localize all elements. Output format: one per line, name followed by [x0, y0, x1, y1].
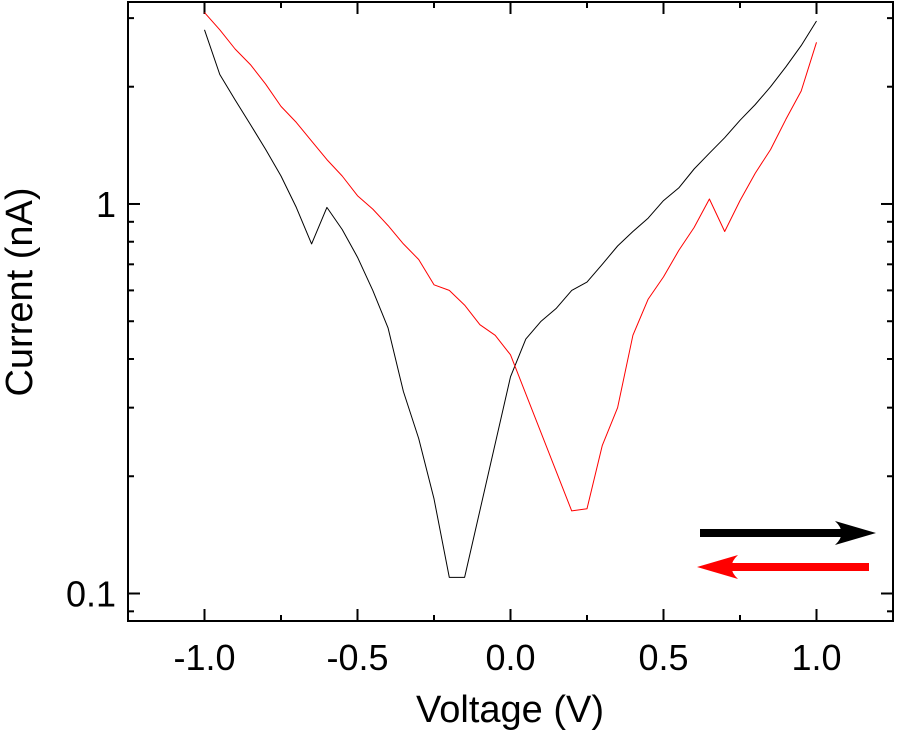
ticks-layer	[128, 2, 893, 621]
arrow-left-1	[697, 555, 869, 579]
y-tick-label-1: 1	[96, 184, 116, 225]
series-line-1	[204, 12, 817, 512]
direction-arrows	[697, 521, 876, 579]
x-tick-label-4: 1.0	[791, 637, 841, 678]
x-tick-label-3: 0.5	[638, 637, 688, 678]
y-tick-label-0: 0.1	[66, 574, 116, 615]
series-layer	[204, 12, 817, 578]
plot-frame	[127, 1, 894, 622]
x-tick-label-1: -0.5	[326, 637, 388, 678]
x-tick-label-0: -1.0	[173, 637, 235, 678]
tick-labels-layer: -1.0 -0.5 0.0 0.5 1.0 0.1 1	[66, 184, 842, 678]
arrow-right-0	[700, 521, 876, 545]
x-tick-label-2: 0.0	[485, 637, 535, 678]
x-axis-title: Voltage (V)	[416, 689, 604, 731]
y-axis-title: Current (nA)	[0, 187, 41, 396]
series-line-0	[204, 20, 817, 578]
